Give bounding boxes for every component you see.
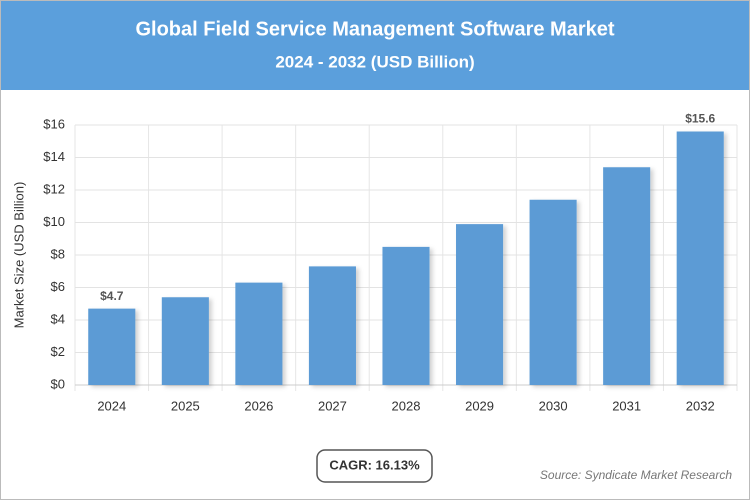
bar [676,131,724,385]
x-tick-label: 2031 [612,398,641,413]
bar [235,282,283,385]
source-note: Source: Syndicate Market Research [540,468,732,482]
x-tick-label: 2027 [318,398,347,413]
x-tick-label: 2030 [539,398,568,413]
y-tick-label: $0 [51,376,65,391]
x-tick-label: 2026 [244,398,273,413]
x-tick-label: 2025 [171,398,200,413]
bar [456,224,504,385]
y-tick-label: $6 [51,279,65,294]
x-tick-label: 2032 [686,398,715,413]
y-axis-label: Market Size (USD Billion) [11,182,26,329]
y-tick-label: $14 [43,149,65,164]
data-label: $4.7 [100,289,124,303]
chart-subtitle: 2024 - 2032 (USD Billion) [275,52,474,71]
y-tick-label: $2 [51,344,65,359]
y-tick-label: $10 [43,214,65,229]
bar [529,199,577,385]
bar [382,246,430,385]
bar [161,297,209,385]
x-tick-label: 2029 [465,398,494,413]
cagr-box [316,449,433,483]
chart-title: Global Field Service Management Software… [135,18,614,40]
y-tick-label: $12 [43,181,65,196]
bar [88,308,136,385]
data-label: $15.6 [685,112,715,126]
y-tick-label: $4 [51,311,65,326]
x-tick-label: 2024 [97,398,126,413]
y-tick-label: $16 [43,116,65,131]
header-band [1,1,749,90]
bar [603,167,651,385]
x-tick-label: 2028 [392,398,421,413]
y-tick-label: $8 [51,246,65,261]
cagr-annotation: CAGR: 16.13% [329,457,420,472]
bar [308,266,356,385]
